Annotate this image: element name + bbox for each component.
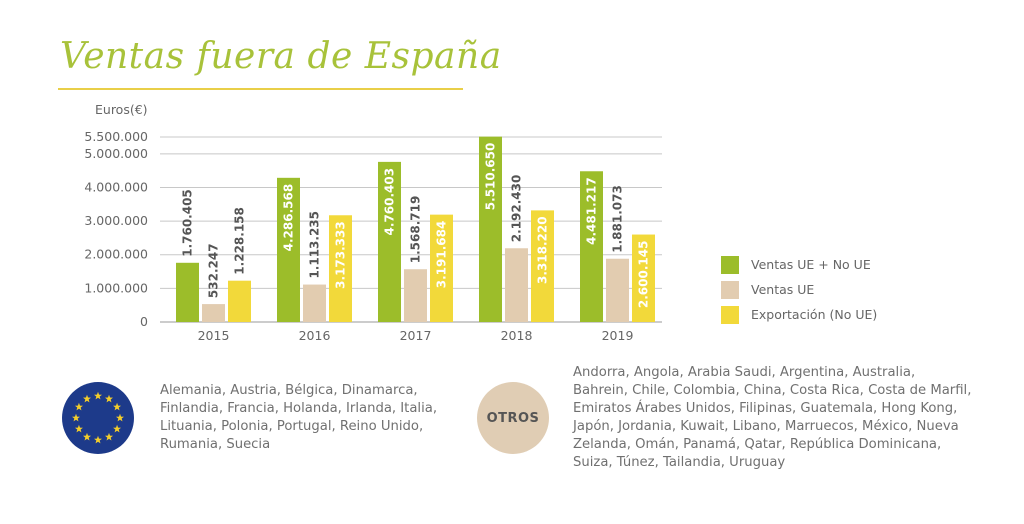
legend-swatch <box>721 281 739 299</box>
star-icon <box>74 402 83 411</box>
legend-swatch <box>721 256 739 274</box>
star-icon <box>113 402 122 411</box>
star-icon <box>105 394 113 403</box>
x-tick-label: 2017 <box>400 328 432 343</box>
legend-label: Ventas UE <box>751 282 814 297</box>
y-tick-label: 1.000.000 <box>84 280 148 295</box>
star-icon <box>83 394 91 403</box>
data-label: 1.881.073 <box>611 185 625 253</box>
eu-countries-text: Alemania, Austria, Bélgica, Dinamarca, F… <box>160 383 438 452</box>
x-tick-label: 2018 <box>501 328 533 343</box>
flag-background <box>62 382 134 454</box>
star-icon <box>105 432 113 441</box>
data-label: 1.568.719 <box>409 196 423 264</box>
otros-countries-text: Andorra, Angola, Arabia Saudi, Argentina… <box>573 365 972 470</box>
bar <box>228 280 251 322</box>
title-underline <box>58 88 463 90</box>
data-label: 4.481.217 <box>585 177 599 245</box>
bar <box>632 234 655 322</box>
data-label: 3.318.220 <box>536 216 550 284</box>
data-label: 1.760.405 <box>181 189 195 257</box>
x-tick-label: 2016 <box>299 328 331 343</box>
bar <box>303 284 326 322</box>
star-icon <box>83 432 91 441</box>
bar <box>606 258 629 322</box>
bar <box>505 248 528 322</box>
eu-flag-icon <box>62 382 134 454</box>
bar <box>277 177 300 322</box>
data-label: 3.173.333 <box>334 221 348 289</box>
legend-label: Ventas UE + No UE <box>751 257 871 272</box>
bar <box>531 210 554 322</box>
y-axis-label: Euros(€) <box>95 102 148 117</box>
legend-swatch <box>721 306 739 324</box>
y-tick-label: 3.000.000 <box>84 213 148 228</box>
y-tick-label: 5.500.000 <box>84 129 148 144</box>
star-icon <box>74 424 83 433</box>
data-label: 1.113.235 <box>308 211 322 279</box>
data-label: 1.228.158 <box>233 207 247 275</box>
data-label: 3.191.684 <box>435 221 449 289</box>
bar <box>329 215 352 322</box>
data-label: 5.510.650 <box>484 143 498 211</box>
y-tick-label: 4.000.000 <box>84 179 148 194</box>
data-label: 4.286.568 <box>282 184 296 252</box>
star-icon <box>94 391 102 400</box>
data-label: 532.247 <box>207 243 221 298</box>
legend-label: Exportación (No UE) <box>751 307 877 322</box>
y-tick-label: 5.000.000 <box>84 146 148 161</box>
page-title: Ventas fuera de España <box>60 36 502 77</box>
star-icon <box>113 424 122 433</box>
bar <box>378 161 401 322</box>
x-tick-label: 2019 <box>602 328 634 343</box>
bar <box>430 214 453 322</box>
y-tick-label: 0 <box>140 314 148 329</box>
data-label: 4.760.403 <box>383 168 397 236</box>
star-icon <box>94 435 102 444</box>
bar <box>479 136 502 322</box>
star-icon <box>72 413 80 422</box>
bar <box>404 269 427 322</box>
data-label: 2.600.145 <box>637 241 651 309</box>
otros-badge: OTROS <box>477 382 549 454</box>
sales-bar-chart: 0 1.000.000 2.000.000 3.000.000 4.000.000 5.0… <box>84 102 877 343</box>
data-label: 2.192.430 <box>510 175 524 243</box>
x-tick-label: 2015 <box>198 328 230 343</box>
bar <box>580 171 603 322</box>
bar <box>176 262 199 322</box>
y-tick-label: 2.000.000 <box>84 247 148 262</box>
star-icon <box>116 413 124 422</box>
bar <box>202 304 225 322</box>
